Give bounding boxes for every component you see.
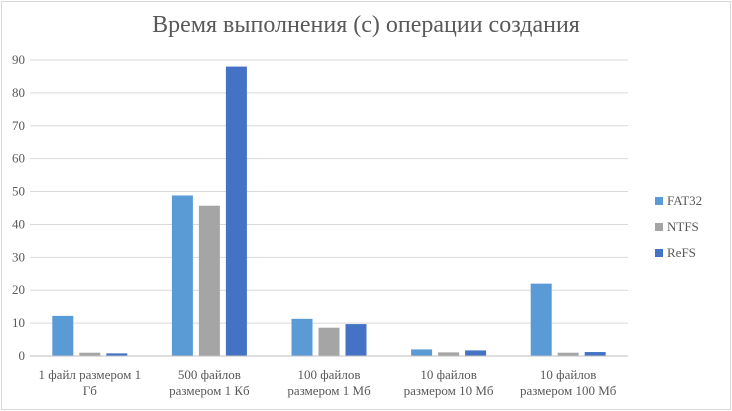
bar-ntfs-0 <box>79 352 101 356</box>
legend-label-ntfs: NTFS <box>667 219 699 234</box>
legend-swatch-ntfs <box>655 223 663 231</box>
bar-fat32-4 <box>530 283 552 356</box>
x-axis-labels: 1 файл размером 1 Гб 500 файлов размером 1 … <box>39 367 617 398</box>
x-category-label: 1 файл размером 1 Гб <box>39 367 142 398</box>
x-category-label: 100 файлов размером 1 Мб <box>287 367 371 398</box>
gridlines <box>30 59 628 324</box>
bar-fat32-1 <box>171 195 193 356</box>
bar-ntfs-1 <box>198 205 220 356</box>
bar-refs-3 <box>465 350 487 356</box>
x-category-label: 500 файлов размером 1 Кб <box>169 367 250 398</box>
y-tick-label: 50 <box>12 184 25 199</box>
legend-swatch-refs <box>655 249 663 257</box>
bars <box>52 66 606 357</box>
y-tick-label: 70 <box>12 118 25 133</box>
x-category-label: 10 файлов размером 100 Мб <box>520 367 617 398</box>
bar-ntfs-4 <box>557 352 579 356</box>
y-tick-label: 10 <box>12 315 25 330</box>
y-tick-label: 0 <box>19 348 26 363</box>
y-axis-ticks: 0 10 20 30 40 50 60 70 80 90 <box>12 52 25 363</box>
y-tick-label: 60 <box>12 151 25 166</box>
bar-fat32-0 <box>52 315 74 356</box>
y-tick-label: 90 <box>12 52 25 67</box>
y-tick-label: 20 <box>12 282 25 297</box>
chart-title: Время выполнения (с) операции создания <box>152 12 580 38</box>
bar-fat32-3 <box>411 349 433 356</box>
bar-fat32-2 <box>291 318 313 356</box>
bar-refs-1 <box>225 66 247 357</box>
y-tick-label: 40 <box>12 216 25 231</box>
legend-label-fat32: FAT32 <box>667 193 702 208</box>
bar-refs-2 <box>345 324 367 356</box>
legend-swatch-fat32 <box>655 197 663 205</box>
x-category-label: 10 файлов размером 10 Мб <box>404 367 494 398</box>
y-tick-label: 30 <box>12 249 25 264</box>
bar-ntfs-2 <box>318 327 340 356</box>
bar-ntfs-3 <box>438 352 460 356</box>
y-tick-label: 80 <box>12 85 25 100</box>
bar-refs-0 <box>106 353 128 356</box>
legend: FAT32 NTFS ReFS <box>655 193 702 260</box>
legend-label-refs: ReFS <box>667 245 696 260</box>
bar-refs-4 <box>584 352 606 356</box>
